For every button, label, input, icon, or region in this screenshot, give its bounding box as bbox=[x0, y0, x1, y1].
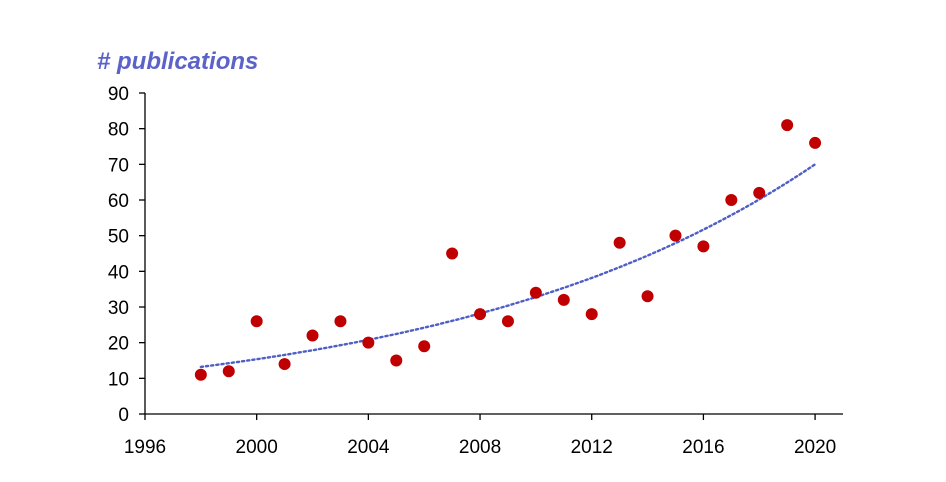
data-point bbox=[669, 229, 682, 242]
data-point bbox=[418, 340, 431, 353]
data-point bbox=[753, 186, 766, 199]
data-point bbox=[697, 240, 710, 253]
x-tick-label: 2004 bbox=[347, 437, 390, 458]
axes: 0 10 20 30 40 50 60 70 80 90 1996 2000 2004 2008 2012 2… bbox=[108, 84, 843, 458]
data-point bbox=[362, 336, 375, 349]
y-tick-label: 90 bbox=[108, 84, 129, 105]
x-tick-label: 2012 bbox=[571, 437, 613, 458]
data-point bbox=[390, 354, 403, 367]
data-point bbox=[474, 308, 487, 321]
y-tick-label: 70 bbox=[108, 155, 129, 176]
x-tick-label: 1996 bbox=[124, 437, 166, 458]
data-point bbox=[334, 315, 347, 328]
y-tick-label: 30 bbox=[108, 298, 129, 319]
y-tick-label: 80 bbox=[108, 120, 129, 141]
data-point bbox=[250, 315, 263, 328]
data-points-layer bbox=[194, 119, 822, 381]
trendline bbox=[199, 163, 817, 369]
data-point bbox=[725, 194, 738, 206]
data-point bbox=[306, 329, 319, 342]
y-tick-label: 50 bbox=[108, 227, 129, 248]
data-point bbox=[613, 236, 626, 249]
data-point bbox=[501, 315, 514, 328]
data-point bbox=[529, 286, 542, 299]
chart-title: # publications bbox=[97, 48, 258, 75]
data-point bbox=[809, 136, 822, 149]
data-point bbox=[585, 308, 598, 321]
y-tick-label: 20 bbox=[108, 334, 129, 355]
data-point bbox=[278, 358, 291, 371]
data-point bbox=[194, 368, 207, 381]
x-tick-label: 2016 bbox=[682, 437, 724, 458]
trendline-layer bbox=[199, 163, 817, 369]
y-tick-label: 10 bbox=[108, 369, 129, 390]
data-point bbox=[641, 290, 654, 303]
data-point bbox=[222, 365, 235, 378]
y-tick-label: 0 bbox=[118, 405, 129, 426]
y-tick-label: 60 bbox=[108, 191, 129, 212]
data-point bbox=[446, 247, 459, 260]
x-tick-label: 2008 bbox=[459, 437, 501, 458]
x-tick-label: 2020 bbox=[794, 437, 836, 458]
x-tick-label: 2000 bbox=[236, 437, 278, 458]
data-point bbox=[781, 119, 794, 132]
data-point bbox=[557, 293, 570, 306]
y-tick-label: 40 bbox=[108, 262, 129, 283]
